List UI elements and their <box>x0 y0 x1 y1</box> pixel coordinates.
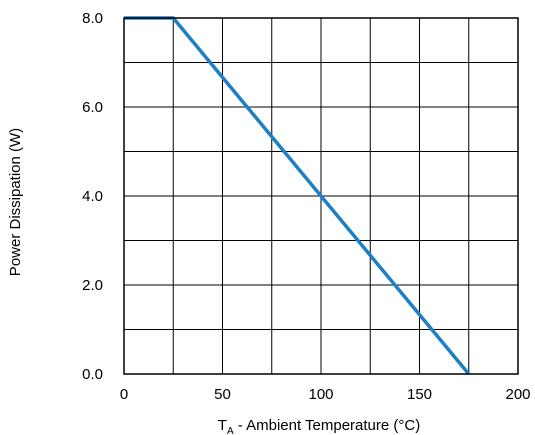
x-axis-label-main: T <box>218 417 227 434</box>
y-tick-label: 4.0 <box>82 188 103 205</box>
y-tick-label: 6.0 <box>82 99 103 116</box>
x-axis-label-subscript: A <box>227 426 234 435</box>
x-axis-label-rest: - Ambient Temperature (°C) <box>234 417 421 434</box>
y-tick-labels: 0.0 2.0 4.0 6.0 8.0 <box>82 10 103 383</box>
y-tick-label: 8.0 <box>82 10 103 27</box>
x-tick-labels: 0 50 100 150 200 <box>120 386 531 403</box>
grid <box>124 18 518 374</box>
x-tick-label: 100 <box>308 386 333 403</box>
x-tick-label: 0 <box>120 386 128 403</box>
y-axis-label: Power Dissipation (W) <box>7 128 24 276</box>
x-tick-label: 150 <box>407 386 432 403</box>
x-tick-label: 50 <box>214 386 231 403</box>
y-tick-label: 2.0 <box>82 277 103 294</box>
x-tick-label: 200 <box>505 386 530 403</box>
x-axis-label: TA - Ambient Temperature (°C) <box>218 417 420 435</box>
y-tick-label: 0.0 <box>82 366 103 383</box>
plot-frame <box>123 17 519 375</box>
